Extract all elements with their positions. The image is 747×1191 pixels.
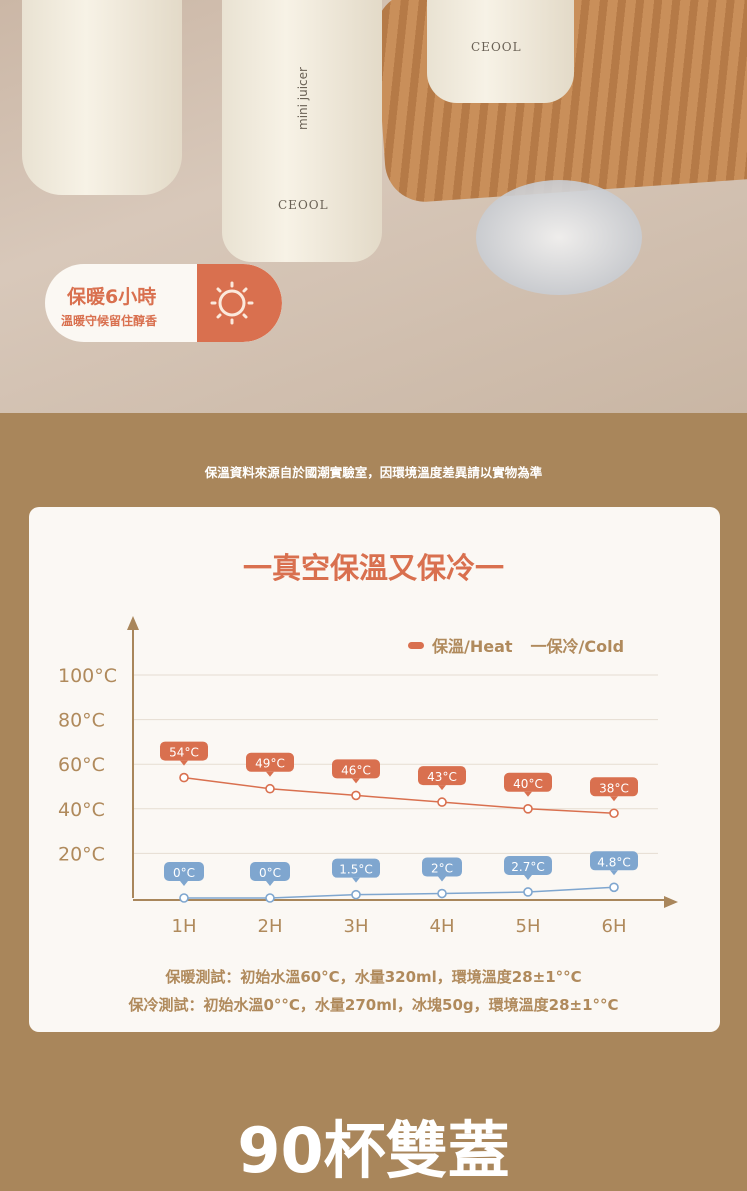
blender-base bbox=[22, 0, 182, 195]
data-label: 40°C bbox=[513, 777, 543, 791]
data-label-pointer bbox=[438, 785, 446, 791]
warmth-badge: 保暖6小時 溫暖守候留住醇香 bbox=[45, 264, 282, 342]
y-tick-label: 20°C bbox=[58, 843, 105, 865]
data-label-pointer bbox=[352, 877, 360, 883]
data-label-pointer bbox=[524, 791, 532, 797]
data-label: 2°C bbox=[431, 862, 453, 876]
brand-logo: CEOOL bbox=[278, 198, 329, 212]
data-label-pointer bbox=[438, 876, 446, 882]
data-label-bg bbox=[332, 759, 380, 779]
x-tick-label: 6H bbox=[602, 916, 627, 937]
data-point bbox=[265, 783, 275, 794]
data-label-bg bbox=[504, 855, 552, 875]
data-point bbox=[523, 804, 533, 814]
legend-heat-swatch bbox=[408, 641, 424, 649]
x-axis-arrow bbox=[664, 896, 678, 908]
data-point bbox=[609, 808, 619, 819]
data-label-bg bbox=[418, 766, 466, 786]
data-label-pointer bbox=[352, 778, 360, 784]
heat-test-note: 保暖測試：初始水溫60°C，水量320ml，環境溫度28±1°°C bbox=[165, 968, 582, 986]
data-label-pointer bbox=[610, 796, 618, 802]
cold-test-note: 保冷測試：初始水溫0°°C，水量270ml，冰塊50g，環境溫度28±1°°C bbox=[128, 996, 619, 1014]
x-tick-label: 4H bbox=[430, 916, 455, 937]
data-point bbox=[351, 889, 361, 900]
y-tick-label: 40°C bbox=[58, 799, 105, 821]
data-label-bg bbox=[422, 857, 462, 877]
data-label: 38°C bbox=[599, 781, 629, 795]
data-label-bg bbox=[504, 772, 552, 792]
series-line-heat bbox=[183, 776, 615, 815]
data-point bbox=[351, 790, 361, 801]
data-label: 1.5°C bbox=[339, 863, 372, 877]
legend-cold: 一保冷/Cold bbox=[530, 637, 625, 656]
data-label-bg bbox=[246, 752, 294, 772]
cup-back bbox=[427, 0, 574, 103]
data-label-pointer bbox=[266, 771, 274, 777]
data-point bbox=[179, 893, 189, 903]
x-tick-label: 3H bbox=[344, 916, 369, 937]
legend-heat: 保溫/Heat bbox=[432, 637, 513, 656]
data-label-pointer bbox=[524, 874, 532, 880]
data-label: 46°C bbox=[341, 763, 371, 777]
data-label: 49°C bbox=[255, 757, 285, 771]
product-label: mini juicer bbox=[296, 67, 310, 130]
data-label-bg bbox=[160, 741, 208, 761]
data-point bbox=[523, 887, 533, 897]
juicer-cup bbox=[222, 0, 382, 262]
x-tick-label: 1H bbox=[172, 916, 197, 937]
chart-legend: 保溫/Heat 一保冷/Cold bbox=[408, 633, 624, 657]
data-label-pointer bbox=[180, 881, 188, 886]
data-point bbox=[437, 888, 447, 899]
data-label: 0°C bbox=[173, 866, 195, 880]
data-point bbox=[179, 772, 189, 783]
chart-title: 一真空保溫又保冷一 bbox=[242, 551, 504, 585]
y-axis-arrow bbox=[127, 616, 139, 630]
data-point bbox=[437, 797, 447, 807]
series-line-cold bbox=[184, 886, 615, 899]
data-label-pointer bbox=[180, 760, 188, 766]
data-label-bg bbox=[164, 862, 204, 881]
data-label-pointer bbox=[266, 881, 274, 886]
data-label: 0°C bbox=[259, 866, 281, 880]
brand-logo-back: CEOOL bbox=[471, 40, 522, 54]
sun-icon bbox=[197, 264, 282, 342]
data-label-bg bbox=[332, 858, 380, 878]
straw-lid bbox=[476, 180, 642, 295]
data-label: 4.8°C bbox=[597, 855, 630, 869]
data-label: 54°C bbox=[169, 746, 199, 760]
x-tick-label: 5H bbox=[516, 916, 541, 937]
x-tick-label: 2H bbox=[258, 916, 283, 937]
product-photo: CEOOL CEOOL mini juicer 保暖6小時 溫暖守候留住醇香 bbox=[0, 0, 747, 413]
y-tick-label: 60°C bbox=[58, 754, 105, 776]
data-label-bg bbox=[250, 862, 290, 881]
data-label: 43°C bbox=[427, 770, 457, 784]
source-note: 保溫資料來源自於國潮實驗室，因環境溫度差異請以實物為準 bbox=[204, 465, 543, 480]
data-point bbox=[609, 882, 619, 893]
badge-subtitle: 溫暖守候留住醇香 bbox=[61, 314, 158, 328]
y-tick-label: 80°C bbox=[58, 710, 105, 732]
y-tick-label: 100°C bbox=[58, 665, 117, 687]
data-label-pointer bbox=[610, 870, 618, 876]
data-point bbox=[265, 893, 275, 903]
data-label-bg bbox=[590, 777, 638, 797]
headline: 90杯雙蓋 bbox=[237, 1114, 510, 1187]
data-label: 2.7°C bbox=[511, 860, 544, 874]
data-label-bg bbox=[590, 851, 638, 871]
temperature-chart: 100°C 80°C 60°C 40°C 20°C 1H 2H 3H 4H 5H 6H 54°C 49°… bbox=[58, 616, 678, 937]
badge-title: 保暖6小時 bbox=[67, 286, 157, 308]
